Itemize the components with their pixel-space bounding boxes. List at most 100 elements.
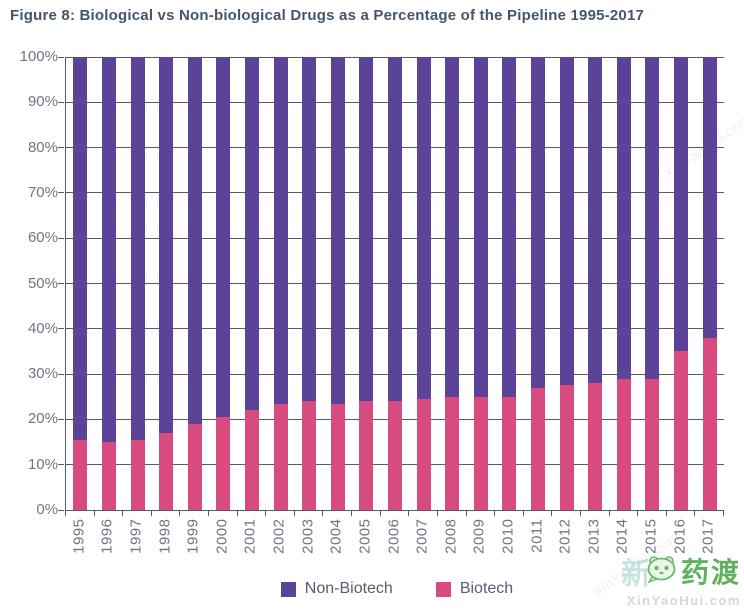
bar-2011 (524, 57, 553, 510)
segment-biotech (273, 403, 288, 510)
bar-2016 (667, 57, 696, 510)
bars-container (66, 57, 724, 510)
stacked-bar (302, 57, 317, 510)
stacked-bar (359, 57, 374, 510)
x-axis-label-1997: 1997 (127, 518, 145, 554)
stacked-bar (702, 57, 717, 510)
segment-biotech (388, 401, 402, 510)
y-axis-label-60%: 60% (27, 229, 58, 247)
bar-1998 (152, 57, 181, 510)
x-axis-tick (465, 511, 467, 516)
y-axis-tick (58, 509, 64, 511)
x-axis-label-2009: 2009 (470, 518, 488, 554)
x-axis-tick (208, 511, 210, 516)
bar-2015 (638, 57, 667, 510)
y-axis-label-10%: 10% (27, 455, 58, 473)
watermark-domain: XinYaoHui.com (626, 593, 741, 608)
stacked-bar (130, 57, 145, 510)
legend-item-biotech: Biotech (435, 580, 513, 598)
x-axis-label-2005: 2005 (356, 518, 374, 554)
x-axis-tick (65, 511, 66, 516)
stacked-bar (531, 57, 546, 510)
stacked-bar (588, 57, 603, 510)
stacked-bar (330, 57, 345, 510)
segment-non-biotech (187, 57, 202, 424)
stacked-bar (159, 57, 174, 510)
x-axis-label-1998: 1998 (156, 518, 174, 554)
stacked-bar (445, 57, 460, 510)
x-axis-tick (179, 511, 181, 516)
chart-title: Figure 8: Biological vs Non-biological D… (10, 7, 645, 24)
segment-biotech (473, 396, 488, 510)
segment-biotech (244, 410, 259, 510)
x-axis-label-2000: 2000 (213, 518, 231, 554)
segment-non-biotech (359, 57, 374, 402)
y-axis-tick (58, 192, 64, 194)
bar-2003 (295, 57, 324, 510)
x-axis-label-2001: 2001 (241, 518, 259, 554)
watermark-brand: 药渡 (680, 557, 741, 588)
bar-2013 (581, 57, 610, 510)
segment-non-biotech (645, 57, 660, 379)
segment-biotech (445, 396, 460, 510)
segment-non-biotech (73, 57, 88, 440)
y-axis-label-100%: 100% (19, 48, 58, 65)
bar-2005 (352, 57, 381, 510)
x-axis-tick (93, 511, 95, 516)
y-axis-tick (58, 373, 64, 375)
bar-1997 (123, 57, 152, 510)
legend-label-non-biotech: Non-Biotech (304, 580, 393, 597)
segment-non-biotech (101, 57, 116, 443)
bar-1995 (66, 57, 95, 510)
x-axis-label-2010: 2010 (499, 518, 517, 554)
y-axis-tick (58, 147, 64, 149)
stacked-bar (388, 57, 402, 510)
legend-swatch-non-biotech (280, 581, 296, 597)
x-axis-label-2012: 2012 (556, 518, 574, 554)
y-axis-tick (58, 101, 64, 103)
x-axis-tick (322, 511, 324, 516)
y-axis-tick (58, 237, 64, 239)
stacked-bar (273, 57, 288, 510)
segment-biotech (616, 378, 631, 510)
x-axis-label-2004: 2004 (327, 518, 345, 554)
x-axis-tick (608, 511, 610, 516)
x-axis-tick (236, 511, 238, 516)
x-axis-tick (293, 511, 295, 516)
bar-2006 (381, 57, 410, 510)
y-axis-tick (58, 418, 64, 420)
plot-area (65, 56, 724, 511)
x-axis-tick (265, 511, 267, 516)
segment-non-biotech (445, 57, 460, 397)
y-axis-label-70%: 70% (27, 183, 58, 201)
x-axis-label-2006: 2006 (385, 518, 402, 554)
x-axis-label-2007: 2007 (413, 518, 431, 554)
segment-biotech (588, 383, 603, 510)
segment-biotech (531, 387, 546, 510)
stacked-bar (645, 57, 660, 510)
segment-non-biotech (588, 57, 603, 384)
x-axis-label-2011: 2011 (528, 518, 546, 553)
legend-item-non-biotech: Non-Biotech (280, 580, 393, 598)
watermark-faint-char: 新 (620, 558, 651, 591)
x-axis-tick (494, 511, 496, 516)
segment-biotech (502, 396, 517, 510)
stacked-bar (502, 57, 517, 510)
x-axis-tick (408, 511, 410, 516)
segment-biotech (674, 351, 689, 510)
segment-biotech (359, 401, 374, 510)
x-axis-tick (351, 511, 353, 516)
stacked-bar (559, 57, 574, 510)
x-axis-label-1999: 1999 (184, 518, 202, 554)
segment-non-biotech (702, 57, 717, 338)
bar-1996 (95, 57, 124, 510)
bar-2004 (323, 57, 352, 510)
bar-2010 (495, 57, 524, 510)
bar-2014 (610, 57, 639, 510)
y-axis-tick (58, 464, 64, 466)
segment-non-biotech (502, 57, 517, 397)
y-axis-tick (58, 328, 64, 330)
x-axis-tick (436, 511, 438, 516)
bar-1999 (180, 57, 209, 510)
y-axis-label-50%: 50% (27, 274, 58, 292)
